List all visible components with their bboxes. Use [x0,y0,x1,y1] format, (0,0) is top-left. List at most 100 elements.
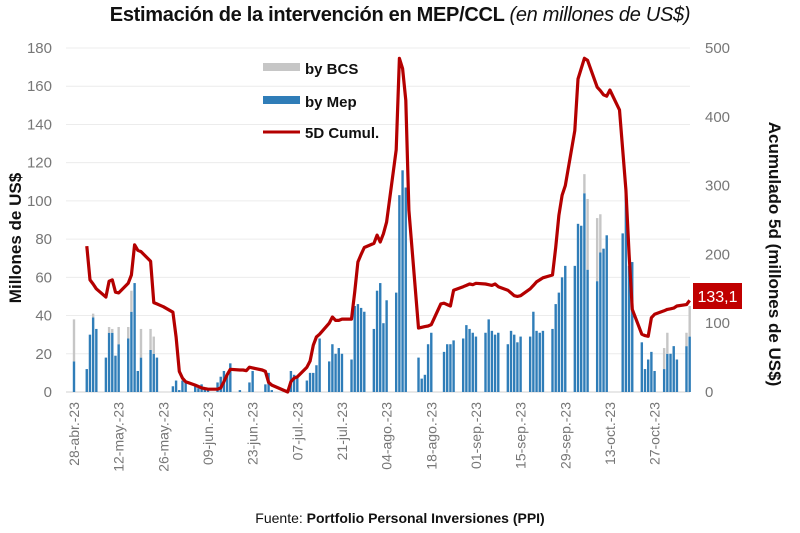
bar-mep [430,332,433,392]
bar-mep [139,357,143,392]
bar-mep [401,170,404,392]
gridlines [66,47,690,393]
bar-mep [573,265,577,392]
bar-bcs [152,336,155,354]
legend-label-bcs: by BCS [305,61,358,78]
bar-mep [305,380,309,392]
bar-mep [133,283,136,392]
right-axis-ticks: 0 100 200 300 400 500 [705,40,730,401]
y-tick-label: 0 [44,384,52,401]
bar-mep [194,386,197,392]
bar-mep [497,332,500,392]
bar-bcs [117,327,120,345]
bar-bcs [149,328,152,350]
end-value-text: 133,1 [697,289,737,306]
bar-mep [551,328,554,392]
bar-mep [350,359,353,392]
bar-bcs [127,327,130,339]
bar-mep [174,380,178,392]
bar-mep [181,380,184,392]
y-tick-label: 20 [35,346,52,363]
y2-tick-label: 200 [705,246,730,263]
bar-mep [206,390,210,392]
bar-mep [117,344,120,392]
bar-mep [474,336,478,392]
bar-mep [576,223,580,392]
bar-mep [328,361,331,392]
bar-mep [270,390,273,392]
bar-mep [334,353,337,392]
x-axis-ticks: 28-abr.-23 12-may.-23 26-may.-23 09-jun.-23… [66,402,663,472]
bar-mep [586,269,589,392]
bar-mep [318,338,321,392]
x-tick-label: 27-oct.-23 [647,402,663,465]
bar-mep [229,363,232,392]
bar-mep [583,193,586,392]
x-tick-label: 28-abr.-23 [66,402,82,466]
bar-bcs [111,328,114,333]
x-tick-label: 13-oct.-23 [602,402,618,465]
bar-mep [72,361,76,392]
legend-label-cumul: 5D Cumul. [305,125,379,142]
bar-mep [640,342,644,392]
y-tick-label: 60 [35,269,52,286]
bar-mep [509,330,513,392]
bar-mep [225,374,229,392]
bar-mep [385,300,388,392]
bar-mep [631,262,634,392]
bar-mep [560,277,564,392]
bar-bcs [72,319,76,362]
legend-swatch-bcs [263,63,300,71]
bar-mep [292,374,296,392]
y-tick-label: 40 [35,308,52,325]
bar-mep [375,290,379,392]
bar-mep [398,195,401,392]
bar-mep [417,357,420,392]
left-axis-title: Millones de US$ [6,172,25,303]
bar-bcs [130,290,133,312]
x-tick-label: 21-jul.-23 [334,402,350,461]
y2-tick-label: 300 [705,178,730,195]
bar-mep [359,307,363,392]
bar-bcs [688,306,691,337]
bar-bcs [595,218,599,282]
bar-mep [647,359,650,392]
bar-bcs [91,313,95,318]
bar-mep [149,349,152,392]
bar-mep [468,328,471,392]
bar-mep [442,351,446,392]
x-tick-label: 12-may.-23 [111,402,127,472]
bar-mep [95,328,98,392]
bar-mep [356,304,360,392]
legend-swatch-mep [263,96,300,104]
y2-tick-label: 500 [705,40,730,57]
bar-mep [675,359,679,392]
bar-mep [197,388,200,392]
cumul-line-group [85,56,691,394]
y-tick-label: 160 [27,78,52,95]
source-name: Portfolio Personal Inversiones (PPI) [306,510,545,526]
x-tick-label: 18-ago.-23 [423,402,439,470]
x-tick-label: 01-sep.-23 [468,402,484,469]
bar-mep [404,187,407,392]
bar-mep [184,382,187,392]
bar-mep [662,369,666,392]
bar-mep [238,390,242,392]
bar-mep [382,323,385,392]
bar-mep [595,281,599,392]
bar-mep [248,382,251,392]
bar-mep [312,372,315,392]
x-tick-label: 29-sep.-23 [557,402,573,469]
bar-mep [372,328,376,392]
bar-mep [541,330,545,392]
x-tick-label: 09-jun.-23 [200,402,216,465]
bar-mep [484,332,487,392]
cumul-5d-line [85,56,691,394]
bar-mep [627,265,631,392]
bar-mep [296,376,299,392]
bars [72,170,691,392]
bar-mep [111,332,114,392]
title-main: Estimación de la intervención en MEP/CCL [109,4,505,26]
bar-bcs [666,332,669,354]
